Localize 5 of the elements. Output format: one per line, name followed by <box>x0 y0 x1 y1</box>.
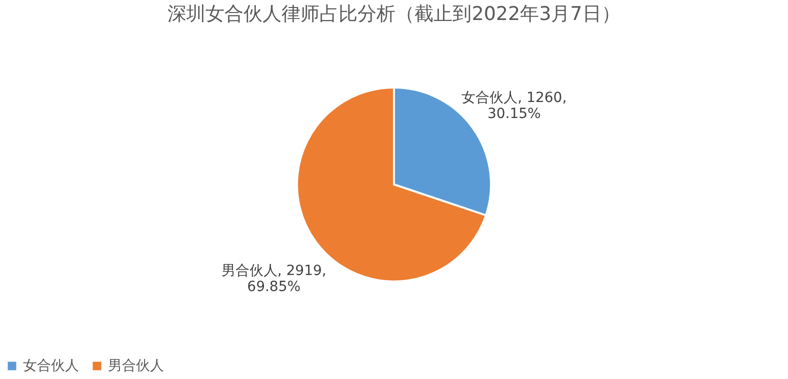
data-label: 女合伙人, 1260, 30.15% <box>462 90 567 122</box>
legend-label: 男合伙人 <box>108 358 164 374</box>
data-label: 男合伙人, 2919, 69.85% <box>221 262 326 295</box>
legend-label: 女合伙人 <box>23 358 79 374</box>
chart-title: 深圳女合伙人律师占比分析（截止到2022年3月7日） <box>168 3 620 25</box>
